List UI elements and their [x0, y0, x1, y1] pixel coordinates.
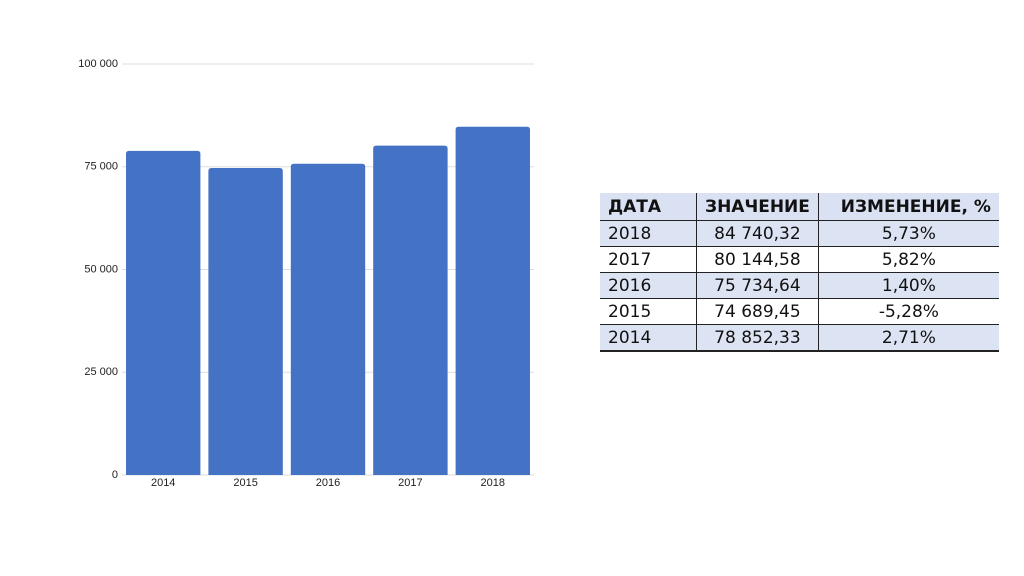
- bar: [290, 163, 366, 475]
- table-cell: 2,71%: [817, 324, 999, 352]
- table-cell: 80 144,58: [696, 246, 819, 273]
- table-cell: 2016: [600, 272, 697, 299]
- table-cell: 1,40%: [817, 272, 999, 299]
- table-cell: 5,73%: [817, 220, 999, 247]
- data-table: ДАТА ЗНАЧЕНИЕ ИЗМЕНЕНИЕ, % 2018 84 740,32 5,7…: [600, 193, 999, 352]
- y-tick-label: 75 000: [84, 161, 118, 173]
- table-row: 2017 80 144,58 5,82%: [600, 246, 999, 273]
- header-row: ДАТА ЗНАЧЕНИЕ ИЗМЕНЕНИЕ, %: [600, 193, 999, 221]
- y-tick-label: 100 000: [78, 58, 118, 70]
- bar: [455, 126, 530, 475]
- header-cell: ИЗМЕНЕНИЕ, %: [817, 193, 999, 221]
- table-cell: 2018: [600, 220, 697, 247]
- table-cell: 75 734,64: [696, 272, 819, 299]
- chart: 0 25 000 50 000 75 000 100 000 2014 2015 2016 20…: [78, 58, 534, 489]
- bar: [208, 168, 283, 475]
- table-cell: 74 689,45: [696, 298, 819, 325]
- y-tick-label: 0: [112, 469, 118, 481]
- x-tick-label: 2017: [398, 477, 422, 489]
- x-tick-label: 2016: [316, 477, 340, 489]
- bar: [126, 150, 201, 475]
- table-row: 2016 75 734,64 1,40%: [600, 272, 999, 299]
- table-row: 2015 74 689,45 -5,28%: [600, 298, 999, 325]
- table-cell: 5,82%: [817, 246, 999, 273]
- table-cell: -5,28%: [817, 298, 999, 325]
- x-tick-label: 2018: [481, 477, 505, 489]
- table-cell: 2017: [600, 246, 697, 273]
- table-row: 2018 84 740,32 5,73%: [600, 220, 999, 247]
- x-tick-label: 2014: [151, 477, 175, 489]
- table-cell: 84 740,32: [696, 220, 819, 247]
- table-row: 2014 78 852,33 2,71%: [600, 324, 999, 352]
- y-tick-label: 25 000: [84, 366, 118, 378]
- x-tick-label: 2015: [233, 477, 257, 489]
- bar: [373, 145, 448, 475]
- table-cell: 2014: [600, 324, 697, 352]
- y-tick-label: 50 000: [84, 263, 118, 275]
- header-cell: ЗНАЧЕНИЕ: [696, 193, 819, 221]
- table-cell: 2015: [600, 298, 697, 325]
- table-cell: 78 852,33: [696, 324, 819, 352]
- header-cell: ДАТА: [600, 193, 697, 221]
